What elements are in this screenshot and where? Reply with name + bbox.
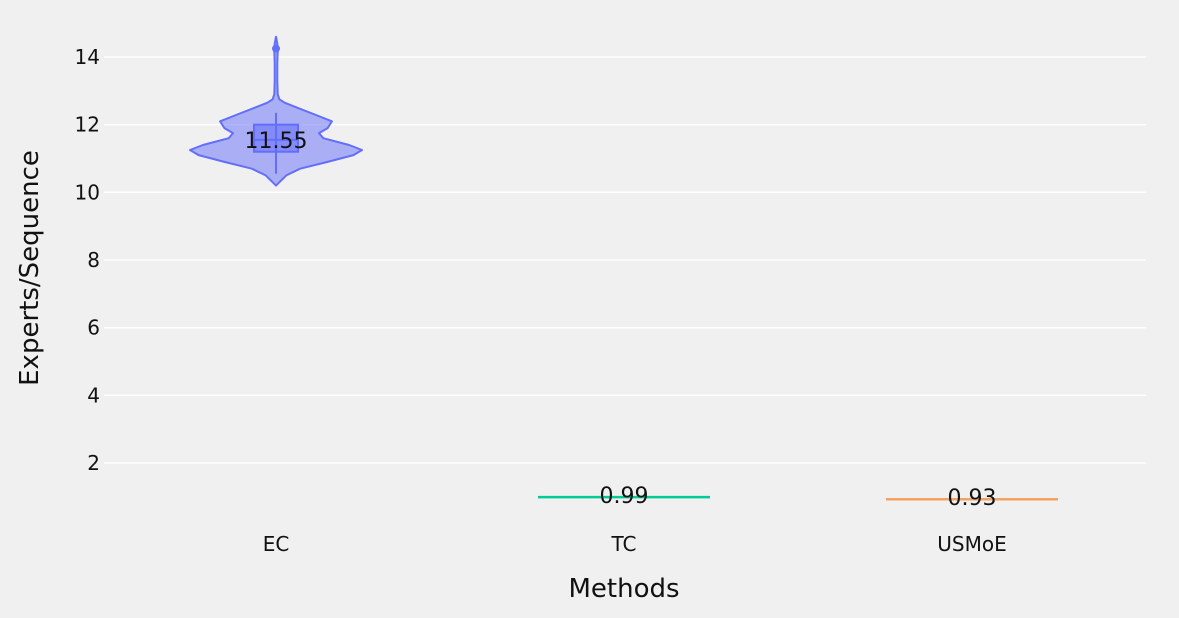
y-tick-2: 2 [87,451,100,475]
violin-ec [189,35,363,187]
y-tick-14: 14 [75,45,100,69]
x-tick-usmoe: USMoE [937,532,1006,556]
median-label-ec: 11.55 [245,129,308,154]
x-tick-ec: EC [263,532,290,556]
y-tick-12: 12 [75,113,100,137]
median-label-usmoe: 0.93 [948,486,997,511]
box-ec [253,123,299,153]
y-axis-title: Experts/Sequence [15,150,45,386]
x-tick-tc: TC [610,532,636,556]
y-tick-8: 8 [87,248,100,272]
y-tick-labels: 2 4 6 8 10 12 14 [75,45,100,475]
plot-area: 11.55 0.99 0.93 [189,35,1058,511]
y-tick-4: 4 [87,383,100,407]
y-tick-10: 10 [75,180,100,204]
x-axis-title: Methods [568,574,679,604]
x-tick-labels: EC TC USMoE [263,532,1007,556]
median-label-tc: 0.99 [600,484,649,509]
y-tick-6: 6 [87,316,100,340]
outlier-ec [272,44,280,53]
